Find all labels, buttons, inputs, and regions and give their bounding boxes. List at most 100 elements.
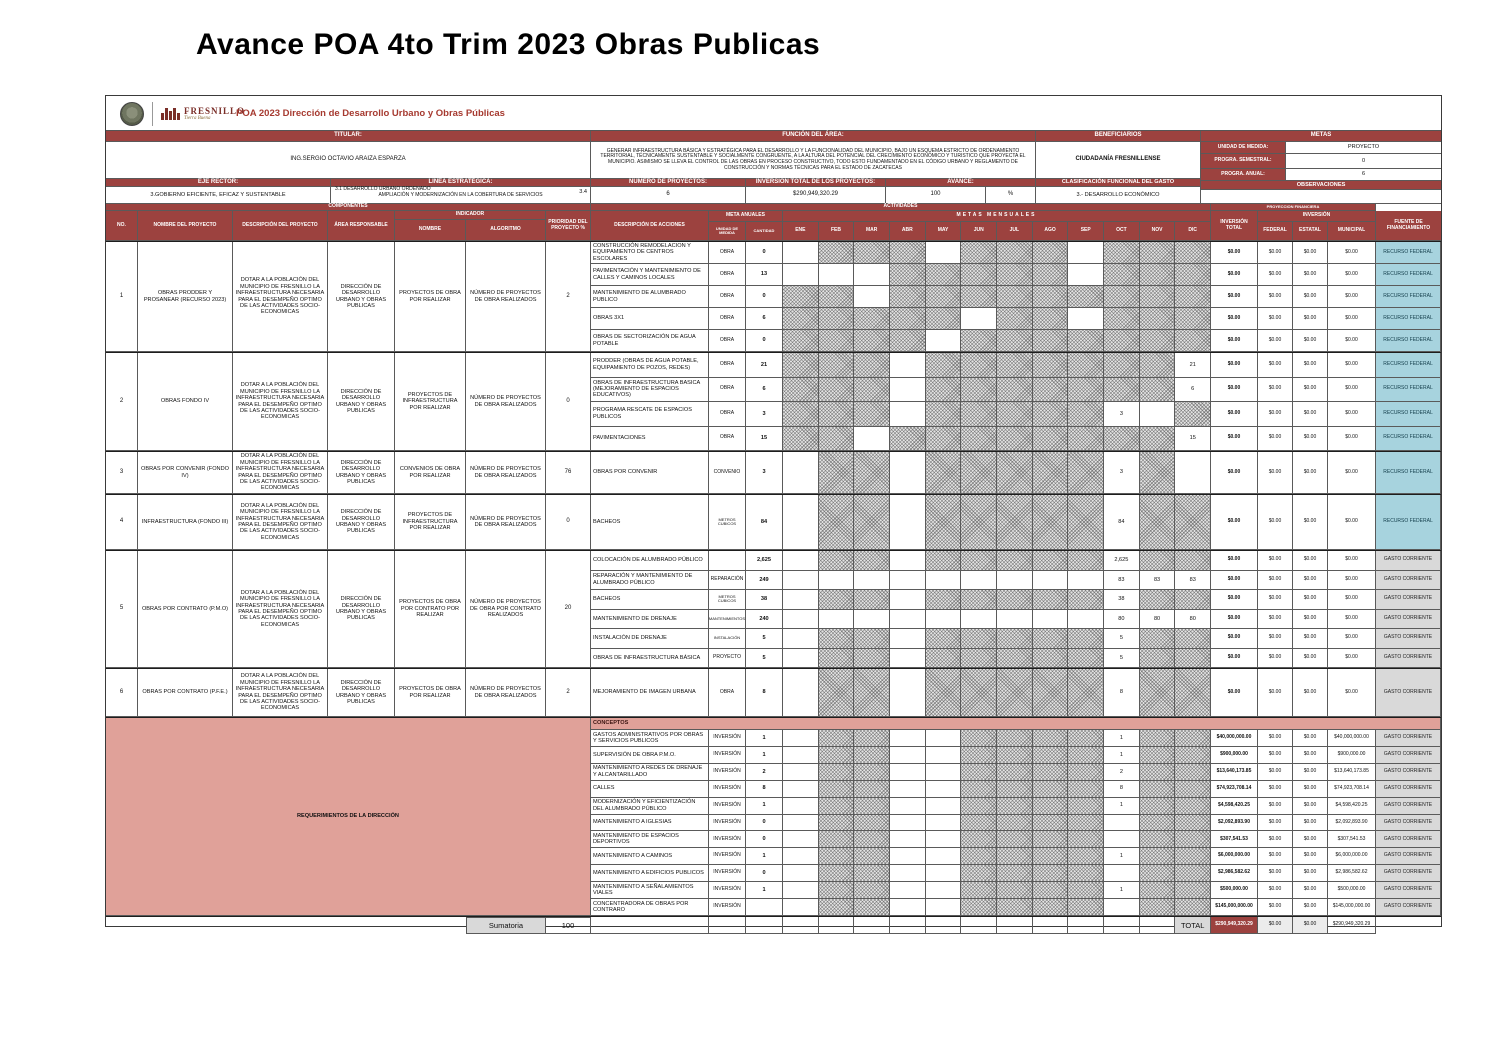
action-desc: OBRAS 3X1: [591, 308, 709, 330]
action-row: MANTENIMIENTO DE ALUMBRADO PUBLICO OBRA 0 $…: [591, 286, 1441, 308]
concepto-row: CONCENTRADORA DE OBRAS POR CONTRARO INVER…: [591, 899, 1441, 916]
month-cell-planned: [961, 629, 998, 649]
month-cell: 21: [1175, 353, 1212, 378]
month-cell-planned: [818, 551, 855, 571]
month-cell-planned: [818, 848, 855, 866]
estatal-cell: $0.00: [1293, 570, 1328, 590]
project-algoritmo: NÚMERO DE PROYECTOS DE OBRA POR CONTRATO…: [466, 551, 546, 668]
action-desc: OBRAS DE INFRAESTRUCTURA BÁSICA: [591, 648, 709, 668]
month-cell-planned: [1139, 452, 1176, 494]
month-cell-planned: [1139, 882, 1176, 900]
month-cell-planned: [1068, 780, 1105, 798]
col-ind-nombre: NOMBRE: [395, 220, 466, 241]
concepto-unidad: INVERSIÓN: [709, 882, 746, 900]
action-unidad: OBRA: [709, 242, 746, 264]
action-unidad: [709, 551, 746, 571]
estatal-cell: $0.00: [1293, 797, 1328, 815]
concepto-desc: MANTENIMIENTO A EDIFICIOS PUBLICOS: [591, 865, 709, 883]
project-algoritmo: NÚMERO DE PROYECTOS DE OBRA REALIZADOS: [466, 353, 546, 451]
month-cell: [890, 570, 926, 590]
col-month-ago: AGO: [1032, 222, 1069, 241]
concepto-cantidad: 8: [746, 780, 783, 798]
col-month-oct: OCT: [1104, 222, 1140, 241]
month-cell: [783, 730, 819, 747]
month-cell-planned: [854, 848, 891, 866]
action-row: OBRAS DE INFRAESTRUCTURA BASICA (MEJORAM…: [591, 377, 1441, 402]
month-cell: 1: [1104, 848, 1140, 866]
action-row: BACHEOS METROS CUBICOS 38 38 $0.00 $0.00 $0.00…: [591, 590, 1441, 610]
month-cell: [925, 882, 962, 900]
action-cantidad: 38: [746, 590, 783, 610]
month-cell-planned: [997, 308, 1033, 330]
month-cell-planned: [854, 669, 891, 717]
project-prioridad: 0: [546, 353, 591, 451]
concepto-row: CALLES INVERSIÓN 8 8 $74,923,708.14 $0.00 $0.0…: [591, 780, 1441, 798]
month-cell: [925, 797, 962, 815]
action-cantidad: 2,625: [746, 551, 783, 571]
col-no: NO.: [106, 211, 138, 241]
month-cell: 8: [1104, 669, 1140, 717]
action-desc: OBRAS DE SECTORIZACIÓN DE AGUA POTABLE: [591, 330, 709, 352]
month-cell: [1068, 242, 1105, 264]
federal-cell: $0.00: [1258, 452, 1293, 494]
project-indicador: CONVENIOS DE OBRA POR REALIZAR: [395, 452, 466, 494]
month-cell: [890, 746, 926, 764]
month-cell-planned: [1139, 814, 1176, 832]
project-no: 4: [106, 495, 138, 550]
months-group: 21: [783, 353, 1212, 378]
estatal-cell: $0.00: [1293, 609, 1328, 629]
month-cell-planned: [854, 882, 891, 900]
month-cell-planned: [1175, 865, 1212, 883]
concepto-unidad: INVERSIÓN: [709, 763, 746, 781]
months-group: 3: [783, 402, 1212, 427]
fuente-cell: RECURSO FEDERAL: [1376, 242, 1441, 264]
month-cell-planned: [1175, 629, 1212, 649]
fuente-cell: RECURSO FEDERAL: [1376, 495, 1441, 550]
month-cell-planned: [854, 495, 891, 550]
action-cantidad: 6: [746, 308, 783, 330]
month-cell-planned: [890, 426, 926, 451]
concepto-row: GASTOS ADMINISTRATIVOS POR OBRAS Y SERVI…: [591, 730, 1441, 747]
action-cantidad: 249: [746, 570, 783, 590]
month-cell-planned: [1175, 730, 1212, 747]
concepto-cantidad: 1: [746, 730, 783, 747]
inversion-total-cell: $500,000.00: [1211, 882, 1258, 900]
month-cell-planned: [854, 452, 891, 494]
estatal-cell: $0.00: [1293, 353, 1328, 378]
month-cell-planned: [997, 286, 1033, 308]
month-cell-planned: [1068, 899, 1105, 916]
project-algoritmo: NÚMERO DE PROYECTOS DE OBRA REALIZADOS: [466, 669, 546, 717]
municipal-cell: $307,541.53: [1328, 831, 1376, 849]
action-row: PAVIMENTACIÓN Y MANTENIMIENTO DE CALLES …: [591, 264, 1441, 286]
municipal-cell: $74,923,708.14: [1328, 780, 1376, 798]
federal-cell: $0.00: [1258, 242, 1293, 264]
month-cell-planned: [854, 308, 891, 330]
avance-pct: %: [986, 187, 1036, 204]
fuente-cell: GASTO CORRIENTE: [1376, 590, 1441, 610]
month-cell-planned: [1175, 648, 1212, 668]
month-cell-planned: [1032, 848, 1069, 866]
months-group: [783, 899, 1212, 916]
col-month-ene: ENE: [783, 222, 819, 241]
inversion-total-cell: $0.00: [1211, 452, 1258, 494]
month-cell-planned: [1175, 551, 1212, 571]
componentes-bar: COMPONENTES: [106, 203, 591, 211]
concepto-unidad: INVERSIÓN: [709, 899, 746, 916]
funcion-value: GENERAR INFRAESTRUCTURA BÁSICA Y ESTRATÉ…: [591, 142, 1036, 179]
project-no: 1: [106, 242, 138, 352]
project-prioridad: 2: [546, 669, 591, 717]
concepto-unidad: INVERSIÓN: [709, 780, 746, 798]
action-desc: PAVIMENTACIÓN Y MANTENIMIENTO DE CALLES …: [591, 264, 709, 286]
month-cell-planned: [1032, 899, 1069, 916]
month-cell-planned: [961, 648, 998, 668]
unidad-medida-label: UNIDAD DE MEDIDA:: [1201, 142, 1286, 154]
month-cell-planned: [997, 797, 1033, 815]
month-cell: 80: [1104, 609, 1140, 629]
month-cell-planned: [1068, 848, 1105, 866]
month-cell-planned: [1032, 308, 1069, 330]
month-cell-planned: [1139, 780, 1176, 798]
proyeccion-financiera-bar: PROYECCION FINANCIERA: [1211, 204, 1376, 211]
month-cell-planned: [1068, 814, 1105, 832]
month-cell-planned: [1068, 402, 1105, 427]
month-cell-planned: [1175, 882, 1212, 900]
